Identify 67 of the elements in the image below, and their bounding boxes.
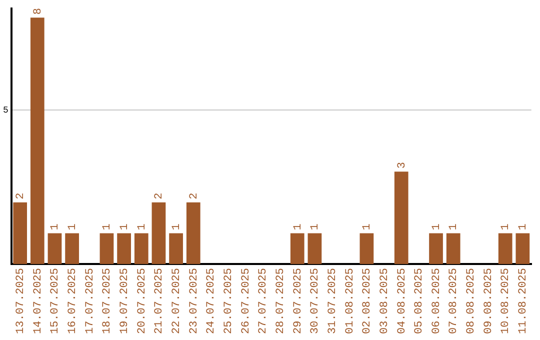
data-label: 1 xyxy=(136,223,148,230)
data-label: 1 xyxy=(500,223,512,230)
data-label: 1 xyxy=(118,223,131,230)
x-tick-label: 31.07.2025 xyxy=(326,268,339,334)
x-tick-label: 09.08.2025 xyxy=(482,268,495,334)
x-tick-label: 16.07.2025 xyxy=(66,268,79,334)
data-label: 1 xyxy=(448,223,460,230)
data-label: 1 xyxy=(292,223,304,230)
x-tick-label: 25.07.2025 xyxy=(222,268,235,334)
x-tick-label: 14.07.2025 xyxy=(32,268,44,334)
data-label: 1 xyxy=(50,223,62,230)
x-tick-label: 30.07.2025 xyxy=(310,268,322,334)
y-tick-label: 5 xyxy=(2,105,8,116)
data-label: 1 xyxy=(430,223,443,230)
data-label: 1 xyxy=(310,223,322,230)
bar xyxy=(516,233,530,264)
bar xyxy=(394,172,408,264)
x-tick-label: 22.07.2025 xyxy=(170,268,183,334)
data-label: 1 xyxy=(66,223,79,230)
x-tick-label: 13.07.2025 xyxy=(14,268,27,334)
data-label: 1 xyxy=(362,223,374,230)
bar xyxy=(134,233,148,264)
x-tick-label: 19.07.2025 xyxy=(118,268,131,334)
bar xyxy=(65,233,79,264)
data-label: 1 xyxy=(518,223,530,230)
x-tick-label: 17.07.2025 xyxy=(84,268,96,334)
bar xyxy=(13,202,27,264)
data-label: 3 xyxy=(396,162,408,169)
x-tick-label: 06.08.2025 xyxy=(430,268,443,334)
x-tick-label: 08.08.2025 xyxy=(466,268,478,334)
x-tick-label: 07.08.2025 xyxy=(448,268,460,334)
data-label: 8 xyxy=(32,8,44,15)
data-label: 2 xyxy=(188,192,200,200)
bar xyxy=(186,202,200,264)
x-tick-label: 02.08.2025 xyxy=(362,268,374,334)
x-tick-label: 20.07.2025 xyxy=(136,268,148,334)
bar xyxy=(308,233,322,264)
bar xyxy=(429,233,443,264)
x-tick-label: 24.07.2025 xyxy=(206,268,218,334)
x-tick-label: 26.07.2025 xyxy=(240,268,252,334)
x-tick-label: 21.07.2025 xyxy=(154,268,166,334)
data-label: 2 xyxy=(14,192,27,200)
bar xyxy=(30,18,44,264)
x-tick-label: 05.08.2025 xyxy=(414,268,426,334)
x-tick-label: 27.07.2025 xyxy=(258,268,270,334)
x-tick-label: 28.07.2025 xyxy=(274,268,287,334)
x-tick-label: 11.08.2025 xyxy=(518,268,530,334)
x-tick-label: 29.07.2025 xyxy=(292,268,304,334)
bar xyxy=(360,233,374,264)
x-tick-label: 10.08.2025 xyxy=(500,268,512,334)
bar xyxy=(100,233,114,264)
bar xyxy=(446,233,460,264)
bar xyxy=(498,233,512,264)
x-tick-label: 01.08.2025 xyxy=(344,268,356,334)
x-tick-label: 18.07.2025 xyxy=(102,268,114,334)
x-tick-label: 04.08.2025 xyxy=(396,268,408,334)
bar xyxy=(48,233,62,264)
x-tick-label: 23.07.2025 xyxy=(188,268,200,334)
bar xyxy=(169,233,183,264)
data-label: 1 xyxy=(170,223,183,230)
x-tick-label: 03.08.2025 xyxy=(378,268,391,334)
data-label: 1 xyxy=(102,223,114,230)
bar xyxy=(290,233,304,264)
x-tick-label: 15.07.2025 xyxy=(50,268,62,334)
bar xyxy=(152,202,166,264)
bar xyxy=(117,233,131,264)
data-label: 2 xyxy=(154,192,166,200)
